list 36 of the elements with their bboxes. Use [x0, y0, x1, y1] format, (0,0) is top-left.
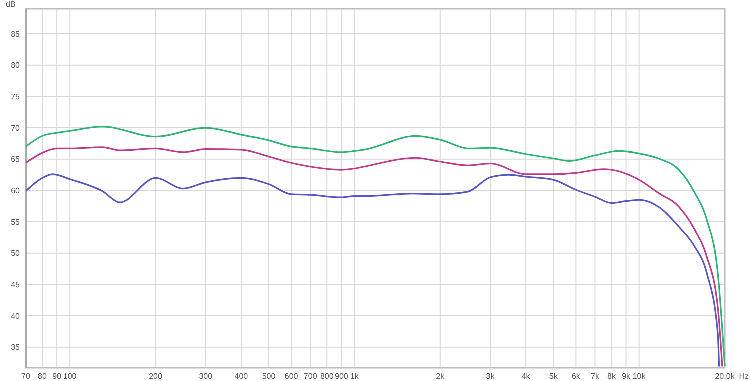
x-tick-label: 900: [335, 372, 349, 381]
x-tick-label: 90: [52, 372, 62, 381]
x-tick-label: 300: [199, 372, 214, 381]
y-tick-label: 55: [11, 218, 21, 227]
y-tick-label: 50: [11, 249, 21, 258]
y-tick-label: 85: [11, 30, 21, 39]
x-tick-label: 200: [149, 372, 163, 381]
x-tick-label: 4k: [522, 372, 532, 381]
x-tick-label: 6k: [572, 372, 582, 381]
x-axis-title: Hz: [739, 372, 749, 381]
x-tick-label: 10k: [632, 372, 647, 381]
y-tick-label: 40: [11, 312, 21, 321]
x-tick-label: 800: [320, 372, 334, 381]
x-tick-label: 5k: [549, 372, 559, 381]
y-tick-label: 45: [11, 280, 21, 290]
x-tick-label: 8k: [608, 372, 617, 381]
x-tick-label: 7k: [591, 372, 600, 381]
y-tick-label: 65: [11, 155, 21, 164]
x-tick-label: 80: [38, 372, 48, 381]
x-tick-label: 20.0k: [715, 372, 736, 381]
y-tick-label: 80: [11, 61, 21, 70]
y-tick-label: 35: [11, 343, 21, 352]
y-axis-title: dB: [6, 0, 16, 9]
y-tick-label: 75: [11, 92, 21, 102]
x-tick-label: 3k: [486, 372, 496, 381]
x-tick-label: 100: [63, 372, 78, 381]
x-tick-label: 1k: [350, 372, 360, 381]
x-tick-label: 70: [22, 372, 31, 381]
x-tick-label: 2k: [436, 372, 446, 381]
y-tick-label: 70: [11, 124, 21, 133]
x-tick-label: 600: [284, 372, 299, 381]
x-tick-label: 700: [304, 372, 318, 381]
x-tick-label: 9k: [622, 372, 632, 381]
x-tick-label: 500: [262, 372, 276, 381]
y-tick-label: 60: [11, 186, 21, 196]
x-tick-label: 400: [234, 372, 249, 381]
